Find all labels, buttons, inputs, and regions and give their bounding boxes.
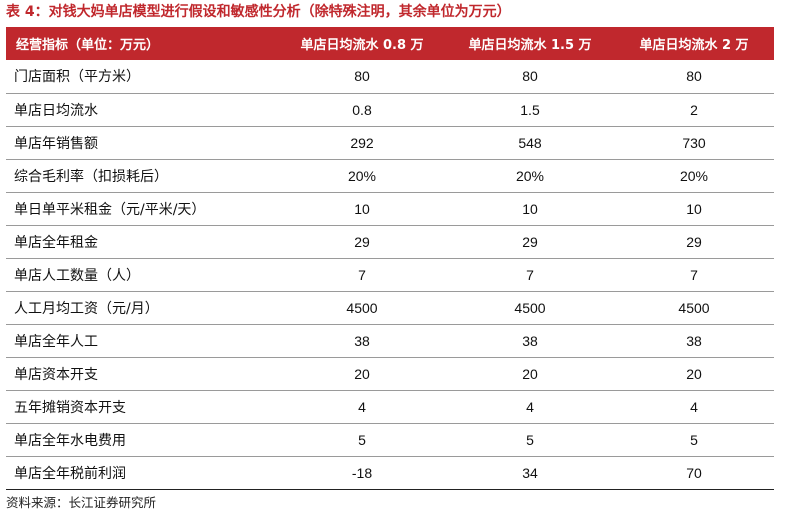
- table-cell: 7: [690, 266, 698, 283]
- row-label: 单店全年租金: [14, 234, 98, 251]
- table-row: 单店日均流水 0.8 1.5 2: [6, 93, 774, 126]
- header-row: 经营指标（单位：万元） 单店日均流水 0.8 万 单店日均流水 1.5 万 单店…: [6, 27, 774, 60]
- table-cell: 29: [354, 233, 370, 250]
- table-cell: 20%: [679, 167, 709, 184]
- table-cell: 38: [354, 332, 370, 349]
- header-cell-scenario-0-8: 单店日均流水 0.8 万: [300, 38, 424, 53]
- table-row: 人工月均工资（元/月） 4500 4500 4500: [6, 291, 774, 324]
- table-cell: 20: [686, 365, 702, 382]
- table-row: 单店全年租金 29 29 29: [6, 225, 774, 258]
- table-row: 门店面积（平方米） 80 80 80: [6, 60, 774, 93]
- header-cell-scenario-2: 单店日均流水 2 万: [639, 38, 749, 53]
- source-note: 资料来源：长江证券研究所: [6, 495, 157, 510]
- table-cell: 730: [682, 134, 706, 151]
- row-label: 单店日均流水: [14, 102, 98, 119]
- table-cell: 10: [686, 200, 702, 217]
- table-cell: 80: [522, 68, 538, 85]
- row-label: 单店人工数量（人）: [14, 267, 140, 284]
- table-cell: 1.5: [520, 101, 540, 118]
- row-label: 单店全年人工: [14, 333, 98, 350]
- table-row: 综合毛利率（扣损耗后） 20% 20% 20%: [6, 159, 774, 192]
- table-cell: 80: [354, 68, 370, 85]
- row-label: 五年摊销资本开支: [14, 399, 126, 416]
- row-label: 单日单平米租金（元/平米/天）: [14, 201, 206, 218]
- data-table: 经营指标（单位：万元） 单店日均流水 0.8 万 单店日均流水 1.5 万 单店…: [6, 27, 774, 490]
- table-body: 门店面积（平方米） 80 80 80 单店日均流水 0.8 1.5 2 单店年销售额 292 548…: [6, 60, 774, 489]
- table-cell: 80: [686, 68, 702, 85]
- table-cell: 20: [354, 365, 370, 382]
- table-cell: 292: [350, 134, 374, 151]
- row-label: 单店全年税前利润: [14, 465, 126, 482]
- table-cell: 5: [358, 431, 366, 448]
- table-cell: 4500: [346, 299, 378, 316]
- table-cell: -18: [351, 464, 373, 481]
- table-cell: 29: [522, 233, 538, 250]
- table-cell: 38: [686, 332, 702, 349]
- table-cell: 20: [522, 365, 538, 382]
- header-cell-scenario-1-5: 单店日均流水 1.5 万: [468, 38, 592, 53]
- table-row: 五年摊销资本开支 4 4 4: [6, 390, 774, 423]
- table-caption: 表 4：对钱大妈单店模型进行假设和敏感性分析（除特殊注明，其余单位为万元）: [6, 2, 511, 22]
- table-row: 单日单平米租金（元/平米/天） 10 10 10: [6, 192, 774, 225]
- header-cell-metric: 经营指标（单位：万元）: [16, 38, 160, 53]
- caption-prefix: 表 4：: [6, 4, 49, 20]
- table-cell: 7: [526, 266, 534, 283]
- table-cell: 10: [522, 200, 538, 217]
- row-label: 门店面积（平方米）: [14, 69, 140, 86]
- table-row: 单店资本开支 20 20 20: [6, 357, 774, 390]
- table-header: 经营指标（单位：万元） 单店日均流水 0.8 万 单店日均流水 1.5 万 单店…: [6, 27, 774, 60]
- table-row: 单店人工数量（人） 7 7 7: [6, 258, 774, 291]
- table-cell: 70: [686, 464, 702, 481]
- table-cell: 548: [518, 134, 542, 151]
- table-cell: 7: [358, 266, 366, 283]
- table-cell: 4: [358, 398, 366, 415]
- table-row: 单店全年人工 38 38 38: [6, 324, 774, 357]
- table-cell: 20%: [515, 167, 545, 184]
- row-label: 单店全年水电费用: [14, 432, 126, 449]
- row-label: 人工月均工资（元/月）: [14, 300, 159, 317]
- table-row: 单店全年税前利润 -18 34 70: [6, 456, 774, 489]
- table-cell: 38: [522, 332, 538, 349]
- table-row: 单店全年水电费用 5 5 5: [6, 423, 774, 456]
- row-label: 综合毛利率（扣损耗后）: [14, 168, 168, 185]
- table-cell: 4500: [678, 299, 710, 316]
- table-cell: 10: [354, 200, 370, 217]
- table-cell: 20%: [347, 167, 377, 184]
- table-row: 单店年销售额 292 548 730: [6, 126, 774, 159]
- table-cell: 4: [690, 398, 698, 415]
- table-cell: 4: [526, 398, 534, 415]
- table-cell: 4500: [514, 299, 546, 316]
- table-cell: 2: [690, 101, 698, 118]
- row-label: 单店资本开支: [14, 366, 98, 383]
- caption-text: 对钱大妈单店模型进行假设和敏感性分析（除特殊注明，其余单位为万元）: [48, 4, 511, 20]
- table-cell: 34: [522, 464, 538, 481]
- row-label: 单店年销售额: [14, 135, 98, 152]
- table-cell: 5: [690, 431, 698, 448]
- table-cell: 29: [686, 233, 702, 250]
- table-cell: 0.8: [352, 101, 372, 118]
- table-cell: 5: [526, 431, 534, 448]
